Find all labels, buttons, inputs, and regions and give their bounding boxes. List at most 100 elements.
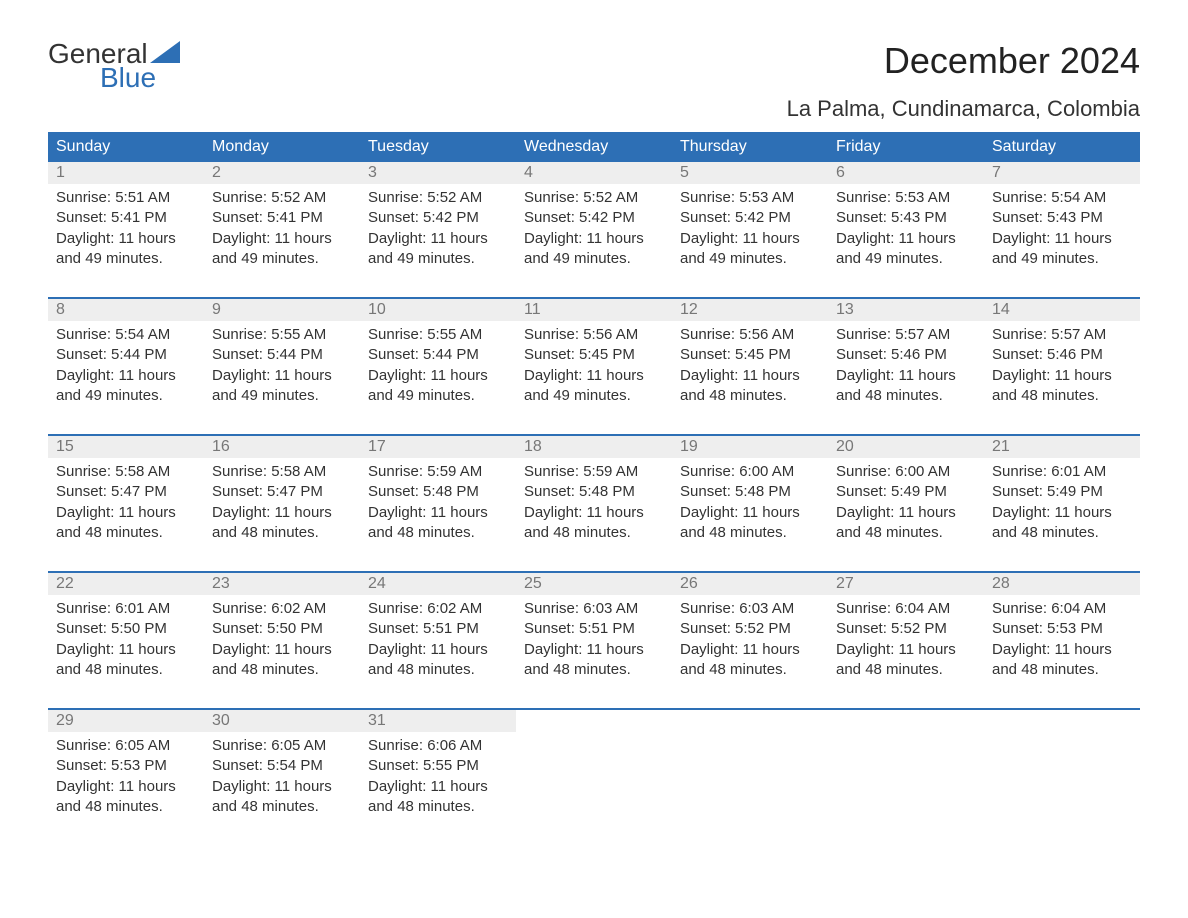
daylight-line2: and 48 minutes.	[368, 797, 508, 817]
daylight-line2: and 48 minutes.	[992, 660, 1132, 680]
daylight-line1: Daylight: 11 hours	[680, 503, 820, 523]
day-number-cell: 8	[48, 299, 204, 321]
daylight-line2: and 48 minutes.	[836, 660, 976, 680]
sunrise-text: Sunrise: 5:56 AM	[524, 325, 664, 345]
sunrise-text: Sunrise: 5:56 AM	[680, 325, 820, 345]
day-detail-cell: Sunrise: 5:52 AMSunset: 5:42 PMDaylight:…	[516, 184, 672, 298]
daylight-line1: Daylight: 11 hours	[992, 366, 1132, 386]
day-number-cell: 31	[360, 710, 516, 732]
sunrise-text: Sunrise: 5:52 AM	[524, 188, 664, 208]
sunrise-text: Sunrise: 6:00 AM	[680, 462, 820, 482]
day-detail-cell: Sunrise: 5:57 AMSunset: 5:46 PMDaylight:…	[828, 321, 984, 435]
day-number-cell: 17	[360, 436, 516, 458]
day-detail-cell: Sunrise: 5:54 AMSunset: 5:44 PMDaylight:…	[48, 321, 204, 435]
day-number-cell: 5	[672, 162, 828, 184]
day-number-cell: 29	[48, 710, 204, 732]
sunset-text: Sunset: 5:46 PM	[836, 345, 976, 365]
day-detail-cell: Sunrise: 5:59 AMSunset: 5:48 PMDaylight:…	[516, 458, 672, 572]
daylight-line2: and 48 minutes.	[836, 386, 976, 406]
day-detail-cell: Sunrise: 6:01 AMSunset: 5:49 PMDaylight:…	[984, 458, 1140, 572]
day-detail-cell: Sunrise: 5:58 AMSunset: 5:47 PMDaylight:…	[204, 458, 360, 572]
day-detail-row: Sunrise: 6:05 AMSunset: 5:53 PMDaylight:…	[48, 732, 1140, 825]
daylight-line1: Daylight: 11 hours	[212, 640, 352, 660]
sunrise-text: Sunrise: 5:54 AM	[992, 188, 1132, 208]
sunrise-text: Sunrise: 5:53 AM	[836, 188, 976, 208]
sunrise-text: Sunrise: 5:53 AM	[680, 188, 820, 208]
day-detail-cell: Sunrise: 5:54 AMSunset: 5:43 PMDaylight:…	[984, 184, 1140, 298]
sunset-text: Sunset: 5:50 PM	[212, 619, 352, 639]
daylight-line1: Daylight: 11 hours	[524, 229, 664, 249]
sunset-text: Sunset: 5:46 PM	[992, 345, 1132, 365]
day-detail-cell: Sunrise: 6:02 AMSunset: 5:50 PMDaylight:…	[204, 595, 360, 709]
day-detail-cell: Sunrise: 6:04 AMSunset: 5:52 PMDaylight:…	[828, 595, 984, 709]
title-block: December 2024 La Palma, Cundinamarca, Co…	[787, 40, 1140, 122]
daylight-line2: and 49 minutes.	[56, 386, 196, 406]
daylight-line1: Daylight: 11 hours	[368, 366, 508, 386]
sunset-text: Sunset: 5:45 PM	[524, 345, 664, 365]
daylight-line1: Daylight: 11 hours	[680, 366, 820, 386]
sunrise-text: Sunrise: 5:58 AM	[212, 462, 352, 482]
day-detail-cell: Sunrise: 6:06 AMSunset: 5:55 PMDaylight:…	[360, 732, 516, 825]
day-number-cell: 10	[360, 299, 516, 321]
day-detail-cell: Sunrise: 5:55 AMSunset: 5:44 PMDaylight:…	[360, 321, 516, 435]
sunset-text: Sunset: 5:52 PM	[680, 619, 820, 639]
day-detail-cell: Sunrise: 6:02 AMSunset: 5:51 PMDaylight:…	[360, 595, 516, 709]
sunset-text: Sunset: 5:48 PM	[680, 482, 820, 502]
day-detail-cell: Sunrise: 6:04 AMSunset: 5:53 PMDaylight:…	[984, 595, 1140, 709]
day-number-row: 1234567	[48, 162, 1140, 184]
daylight-line2: and 48 minutes.	[992, 523, 1132, 543]
dow-saturday: Saturday	[984, 132, 1140, 162]
sunset-text: Sunset: 5:44 PM	[368, 345, 508, 365]
day-detail-cell: Sunrise: 5:55 AMSunset: 5:44 PMDaylight:…	[204, 321, 360, 435]
daylight-line1: Daylight: 11 hours	[368, 503, 508, 523]
sunset-text: Sunset: 5:48 PM	[368, 482, 508, 502]
day-detail-cell: Sunrise: 6:05 AMSunset: 5:53 PMDaylight:…	[48, 732, 204, 825]
sunset-text: Sunset: 5:42 PM	[680, 208, 820, 228]
day-detail-cell: Sunrise: 6:05 AMSunset: 5:54 PMDaylight:…	[204, 732, 360, 825]
dow-friday: Friday	[828, 132, 984, 162]
daylight-line1: Daylight: 11 hours	[56, 503, 196, 523]
day-detail-cell: Sunrise: 6:01 AMSunset: 5:50 PMDaylight:…	[48, 595, 204, 709]
day-number-cell: 14	[984, 299, 1140, 321]
daylight-line2: and 48 minutes.	[680, 386, 820, 406]
sunset-text: Sunset: 5:44 PM	[56, 345, 196, 365]
logo-text-blue: Blue	[48, 64, 180, 92]
sunrise-text: Sunrise: 6:02 AM	[212, 599, 352, 619]
day-detail-cell: Sunrise: 6:03 AMSunset: 5:52 PMDaylight:…	[672, 595, 828, 709]
day-number-cell	[516, 710, 672, 732]
sunrise-text: Sunrise: 6:05 AM	[56, 736, 196, 756]
daylight-line2: and 49 minutes.	[212, 386, 352, 406]
daylight-line2: and 48 minutes.	[992, 386, 1132, 406]
sunrise-text: Sunrise: 5:52 AM	[368, 188, 508, 208]
daylight-line2: and 48 minutes.	[524, 660, 664, 680]
day-number-cell: 13	[828, 299, 984, 321]
day-detail-cell: Sunrise: 6:00 AMSunset: 5:49 PMDaylight:…	[828, 458, 984, 572]
day-detail-cell	[984, 732, 1140, 825]
sunset-text: Sunset: 5:53 PM	[992, 619, 1132, 639]
day-number-cell: 28	[984, 573, 1140, 595]
month-title: December 2024	[787, 40, 1140, 82]
day-number-cell: 23	[204, 573, 360, 595]
day-detail-cell: Sunrise: 5:56 AMSunset: 5:45 PMDaylight:…	[516, 321, 672, 435]
daylight-line2: and 48 minutes.	[212, 797, 352, 817]
daylight-line2: and 48 minutes.	[212, 523, 352, 543]
daylight-line2: and 48 minutes.	[836, 523, 976, 543]
sunset-text: Sunset: 5:51 PM	[524, 619, 664, 639]
day-number-cell	[828, 710, 984, 732]
sunrise-text: Sunrise: 5:52 AM	[212, 188, 352, 208]
daylight-line1: Daylight: 11 hours	[368, 640, 508, 660]
sunset-text: Sunset: 5:42 PM	[524, 208, 664, 228]
day-detail-cell: Sunrise: 6:03 AMSunset: 5:51 PMDaylight:…	[516, 595, 672, 709]
daylight-line1: Daylight: 11 hours	[56, 366, 196, 386]
day-of-week-row: Sunday Monday Tuesday Wednesday Thursday…	[48, 132, 1140, 162]
day-detail-cell: Sunrise: 5:53 AMSunset: 5:42 PMDaylight:…	[672, 184, 828, 298]
day-detail-row: Sunrise: 5:58 AMSunset: 5:47 PMDaylight:…	[48, 458, 1140, 572]
day-detail-cell: Sunrise: 5:57 AMSunset: 5:46 PMDaylight:…	[984, 321, 1140, 435]
day-number-cell: 19	[672, 436, 828, 458]
day-number-cell	[984, 710, 1140, 732]
daylight-line1: Daylight: 11 hours	[368, 777, 508, 797]
daylight-line2: and 49 minutes.	[524, 249, 664, 269]
day-detail-cell: Sunrise: 5:59 AMSunset: 5:48 PMDaylight:…	[360, 458, 516, 572]
daylight-line1: Daylight: 11 hours	[992, 229, 1132, 249]
sunrise-text: Sunrise: 5:57 AM	[836, 325, 976, 345]
